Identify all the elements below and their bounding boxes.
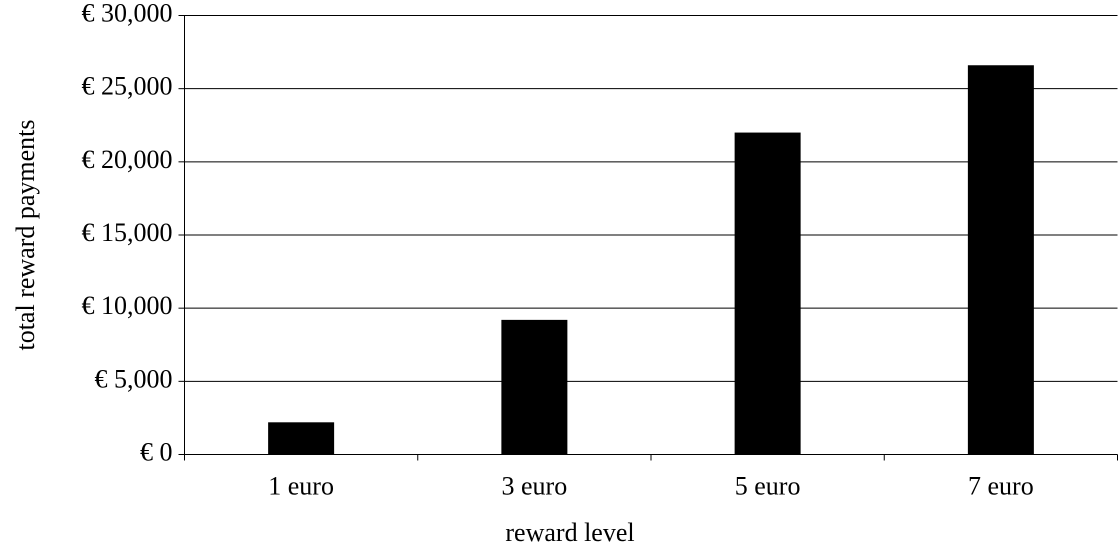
bar — [501, 319, 568, 455]
bar — [967, 65, 1034, 455]
y-tick-label: € 5,000 — [95, 364, 173, 393]
y-tick-label: € 0 — [140, 437, 173, 466]
y-axis-label: total reward payments — [11, 119, 40, 350]
x-tick-label: 5 euro — [735, 471, 801, 500]
bar — [268, 422, 335, 455]
x-axis-label: reward level — [505, 518, 634, 547]
x-tick-label: 7 euro — [968, 471, 1034, 500]
bar — [734, 132, 801, 455]
y-tick-label: € 20,000 — [82, 145, 173, 174]
x-tick-label: 3 euro — [502, 471, 568, 500]
y-tick-label: € 15,000 — [82, 218, 173, 247]
x-tick-label: 1 euro — [268, 471, 334, 500]
y-tick-label: € 25,000 — [82, 72, 173, 101]
y-tick-label: € 30,000 — [82, 0, 173, 27]
y-tick-label: € 10,000 — [82, 291, 173, 320]
